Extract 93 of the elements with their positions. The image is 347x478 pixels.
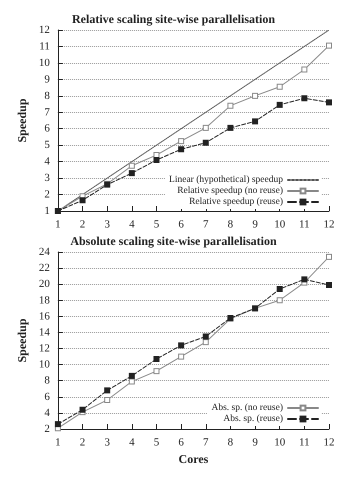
x-tick-label: 9 <box>252 218 258 230</box>
point <box>202 339 209 346</box>
point <box>326 254 332 260</box>
x-tick-label: 3 <box>104 218 110 230</box>
y-tick-label: 4 <box>44 156 50 168</box>
x-tick-label: 1 <box>55 436 61 448</box>
y-tick-label: 8 <box>44 374 50 387</box>
y-tick-label: 18 <box>38 294 50 306</box>
y-tick-label: 16 <box>38 310 50 322</box>
point <box>80 197 86 204</box>
y-tick-label: 6 <box>44 390 50 403</box>
legend-label: Abs. sp. (no reuse) <box>211 403 283 413</box>
y-tick-label: 22 <box>38 262 50 274</box>
x-tick-label: 4 <box>129 436 136 448</box>
point <box>326 42 332 49</box>
point <box>178 354 184 360</box>
y-tick-label: 2 <box>44 188 50 201</box>
point <box>202 140 209 146</box>
point <box>178 342 184 348</box>
point <box>326 282 332 288</box>
x-tick-label: 6 <box>178 218 184 230</box>
point <box>178 146 184 152</box>
x-tick-label: 10 <box>274 436 286 448</box>
point <box>178 138 184 144</box>
x-tick-label: 11 <box>299 436 310 448</box>
y-tick-label: 6 <box>44 122 50 135</box>
point <box>276 297 283 304</box>
point <box>301 66 308 72</box>
y-axis-title: Speedup <box>15 98 29 143</box>
y-tick-label: 11 <box>39 40 50 52</box>
y-tick-label: 9 <box>44 73 50 86</box>
point <box>227 124 234 131</box>
y-tick-label: 3 <box>44 172 50 184</box>
y-tick-label: 4 <box>44 406 50 419</box>
legend-label: Relative speedup (no reuse) <box>177 186 283 196</box>
x-tick-label: 4 <box>129 218 136 230</box>
y-tick-label: 10 <box>38 358 50 371</box>
x-tick-label: 3 <box>104 436 110 448</box>
y-tick-label: 20 <box>38 278 50 290</box>
legend-label: Relative speedup (reuse) <box>189 197 283 207</box>
y-tick-label: 14 <box>38 326 50 338</box>
x-tick-label: 8 <box>228 436 234 448</box>
point <box>326 99 332 106</box>
x-tick-label: 2 <box>80 218 86 230</box>
x-tick-label: 2 <box>80 436 86 448</box>
point <box>276 286 283 292</box>
point <box>128 162 135 169</box>
point <box>153 356 160 362</box>
x-tick-label: 11 <box>299 218 310 230</box>
x-tick-label: 10 <box>274 218 286 230</box>
point <box>104 387 110 394</box>
y-tick-label: 10 <box>38 56 50 69</box>
point <box>128 378 135 385</box>
legend-label: Abs. sp. (reuse) <box>223 414 283 424</box>
point <box>128 372 135 379</box>
point <box>276 102 283 108</box>
point <box>301 95 308 102</box>
x-axis-title: Cores <box>178 452 209 466</box>
x-tick-label: 9 <box>252 436 258 448</box>
x-tick-label: 5 <box>154 436 160 448</box>
point <box>128 170 135 176</box>
point <box>252 118 258 124</box>
x-tick-label: 12 <box>324 218 334 230</box>
x-tick-label: 6 <box>178 436 184 448</box>
y-tick-label: 8 <box>44 90 50 102</box>
y-tick-label: 5 <box>44 139 50 152</box>
point <box>153 368 160 374</box>
y-tick-label: 7 <box>44 106 50 118</box>
point <box>202 333 209 340</box>
legend-label: Linear (hypothetical) speedup <box>169 175 284 185</box>
y-tick-label: 1 <box>44 205 50 217</box>
chart-title: Relative scaling site-wise parallelisation <box>72 12 276 26</box>
y-tick-label: 24 <box>38 246 50 258</box>
point <box>54 421 61 428</box>
y-tick-label: 12 <box>38 342 50 355</box>
x-tick-label: 12 <box>324 436 334 448</box>
y-tick-label: 2 <box>44 423 50 435</box>
y-axis-title: Speedup <box>15 318 29 363</box>
point <box>202 124 209 131</box>
x-tick-label: 1 <box>55 218 61 230</box>
point <box>301 276 308 282</box>
point <box>80 406 86 413</box>
x-tick-label: 5 <box>154 218 160 230</box>
x-tick-label: 7 <box>203 218 210 230</box>
x-tick-label: 8 <box>228 218 234 230</box>
point <box>227 102 234 109</box>
chart-title: Absolute scaling site-wise parallelisation <box>70 234 277 248</box>
point <box>104 397 110 404</box>
point <box>153 156 160 163</box>
point <box>276 84 283 90</box>
x-tick-label: 7 <box>203 436 210 448</box>
point <box>252 92 258 99</box>
y-tick-label: 12 <box>38 24 50 36</box>
